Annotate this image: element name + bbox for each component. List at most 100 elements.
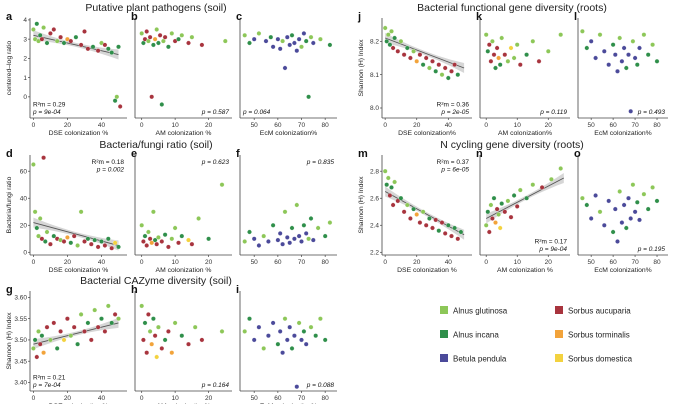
x-axis-label: DSE colonization % [49, 267, 109, 274]
data-point [166, 44, 171, 50]
data-point [505, 58, 511, 64]
data-point [109, 320, 115, 326]
data-point [176, 240, 181, 246]
x-tick-label: 20 [64, 122, 72, 129]
data-point [427, 216, 432, 221]
data-point [282, 316, 288, 322]
data-point [149, 341, 155, 347]
data-point [617, 189, 623, 194]
data-point [41, 350, 46, 356]
data-point [82, 329, 87, 334]
data-point [449, 233, 454, 239]
data-point [169, 350, 175, 356]
data-point [621, 45, 627, 51]
data-point [650, 185, 655, 190]
x-tick-label: 20 [545, 122, 553, 129]
data-point [395, 48, 401, 54]
data-point [186, 237, 191, 243]
x-axis-label: DSE colonization% [398, 130, 456, 137]
data-point [117, 104, 123, 109]
data-point [51, 320, 57, 326]
data-point [161, 38, 166, 44]
data-point [78, 42, 84, 48]
data-point [524, 52, 529, 58]
data-point [584, 202, 590, 208]
x-tick-label: 70 [298, 395, 306, 402]
data-point [144, 243, 150, 248]
data-point [88, 241, 94, 247]
data-point [486, 42, 492, 48]
data-point [287, 42, 293, 48]
data-point [436, 228, 442, 234]
stats-annotation: R²m = 0.17 [535, 239, 568, 246]
data-point [159, 346, 165, 351]
data-point [292, 236, 297, 242]
data-point [580, 195, 585, 201]
data-point [39, 333, 45, 339]
data-point [146, 38, 151, 44]
data-point [270, 320, 276, 326]
x-tick-label: 70 [298, 122, 306, 129]
data-point [502, 52, 508, 58]
data-point [299, 44, 304, 50]
data-point [263, 38, 269, 44]
section-title-bacteria-fungi: Bacteria/fungi ratio (soil) [99, 139, 212, 151]
data-point [196, 216, 201, 221]
data-point [301, 222, 307, 228]
data-point [139, 303, 145, 309]
x-tick-label: 40 [445, 122, 453, 129]
data-point [275, 36, 281, 42]
data-point [166, 244, 171, 250]
data-point [414, 58, 420, 64]
data-point [497, 62, 503, 68]
x-tick-label: 10 [514, 259, 522, 266]
x-tick-label: 50 [588, 122, 596, 129]
legend-swatch [555, 354, 563, 362]
data-point [159, 102, 165, 107]
data-point [628, 216, 634, 221]
panel-letter-d: d [6, 148, 13, 160]
x-tick-label: 20 [413, 122, 421, 129]
y-tick-label: 8.1 [370, 72, 379, 79]
stats-annotation: p = 0.623 [201, 159, 230, 166]
y-axis-label: Bacteria/fungi ratio [6, 176, 13, 233]
data-point [491, 52, 497, 58]
panel-letter-f: f [236, 148, 240, 160]
data-point [277, 231, 283, 236]
data-point [318, 316, 323, 322]
data-point [497, 225, 503, 231]
data-point [549, 176, 554, 182]
stats-annotation: p = 0.493 [637, 109, 666, 116]
data-point [242, 32, 248, 38]
data-point [630, 182, 636, 188]
data-point [95, 244, 101, 250]
data-point [42, 239, 48, 244]
data-point [36, 329, 41, 334]
data-point [85, 46, 91, 52]
legend-swatch [440, 354, 448, 362]
data-point [219, 182, 225, 188]
data-point [166, 329, 171, 334]
y-axis-label: centered–log ratio [6, 41, 13, 96]
data-point [408, 216, 413, 221]
data-point [545, 48, 551, 54]
data-point [48, 241, 53, 247]
trend-line [384, 37, 465, 69]
x-axis-label: EcM colonization% [594, 130, 651, 137]
data-point [146, 229, 151, 235]
data-point [387, 42, 393, 48]
panel-letter-j: j [357, 11, 361, 23]
data-point [82, 29, 87, 34]
data-point [654, 58, 660, 64]
data-point [54, 38, 60, 44]
data-point [499, 201, 505, 206]
data-point [303, 231, 309, 236]
legend-label: Sorbus torminalis [568, 331, 630, 340]
data-point [420, 62, 426, 68]
data-point [102, 42, 108, 48]
data-point [189, 34, 195, 40]
data-point [445, 75, 451, 81]
data-point [65, 316, 70, 322]
data-point [99, 316, 104, 322]
